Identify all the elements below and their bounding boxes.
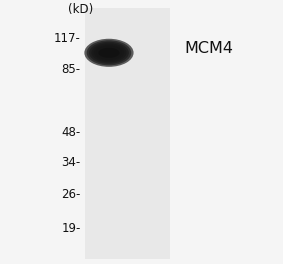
Ellipse shape [89,42,129,64]
Text: MCM4: MCM4 [184,41,233,56]
Ellipse shape [96,46,122,59]
Ellipse shape [94,45,124,61]
FancyBboxPatch shape [85,8,170,259]
Text: 117-: 117- [54,32,81,45]
Text: (kD): (kD) [68,3,93,16]
Text: 34-: 34- [61,156,81,169]
Text: 48-: 48- [61,125,81,139]
Ellipse shape [91,43,127,62]
Text: 26-: 26- [61,187,81,201]
Text: 19-: 19- [61,222,81,235]
Ellipse shape [98,48,119,58]
Ellipse shape [87,40,131,65]
Text: 85-: 85- [61,63,81,77]
Ellipse shape [84,39,134,67]
